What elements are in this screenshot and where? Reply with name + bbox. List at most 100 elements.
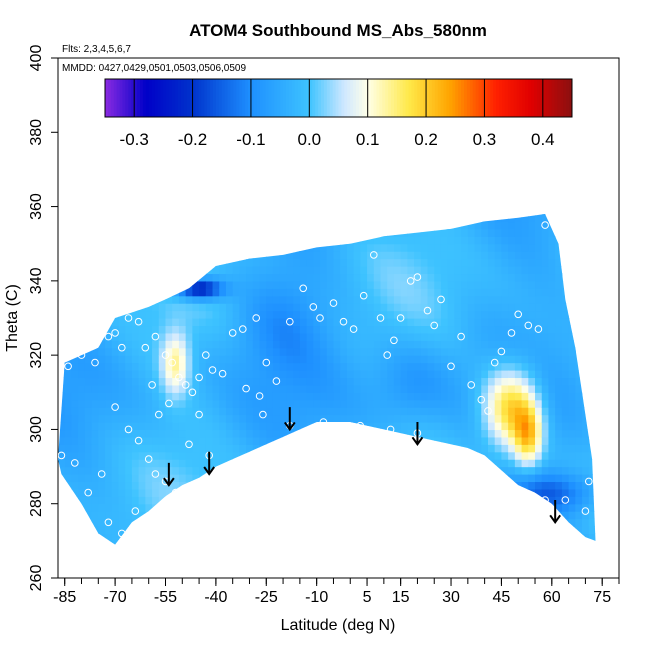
flight-arrow <box>411 422 424 447</box>
y-tick-label: 320 <box>28 342 45 369</box>
observation-point <box>299 284 308 293</box>
observation-point <box>202 351 210 359</box>
observation-point <box>131 507 140 515</box>
observation-point <box>71 459 79 467</box>
observation-point <box>514 310 523 319</box>
x-tick-label: -85 <box>53 589 76 606</box>
observation-point <box>77 351 86 359</box>
x-tick-label: -10 <box>305 589 328 606</box>
plot-frame <box>57 57 620 579</box>
observation-point <box>477 395 486 404</box>
x-tick-label: -70 <box>104 589 127 606</box>
observation-point <box>376 314 385 322</box>
observation-point <box>430 321 439 330</box>
observation-point <box>104 518 113 527</box>
observation-point <box>406 277 415 285</box>
observation-point <box>339 317 348 326</box>
y-axis-label: Theta (C) <box>4 284 21 352</box>
observation-point <box>467 381 476 389</box>
observation-point <box>148 381 156 389</box>
dates-annotation: MMDD: 0427,0429,0501,0503,0506,0509 <box>62 63 246 74</box>
observation-point <box>359 291 368 300</box>
observation-point <box>134 317 143 326</box>
observation-point <box>329 299 338 307</box>
observation-point <box>212 481 220 489</box>
observation-point <box>175 373 183 382</box>
x-axis: -85 -70 -55 -40 -25 -10 5 15 30 45 60 75 <box>53 578 620 606</box>
observation-point <box>185 440 193 449</box>
observation-point <box>259 410 267 419</box>
observation-point <box>450 455 459 463</box>
colorbar-tick-label: -0.3 <box>120 130 149 149</box>
colorbar-tick-label: 0.3 <box>473 130 497 149</box>
observation-point <box>111 403 119 411</box>
observation-point <box>316 314 324 322</box>
observation-point <box>91 358 99 367</box>
y-tick-label: 360 <box>28 193 45 220</box>
x-tick-label: 30 <box>442 589 460 606</box>
observation-point <box>168 358 176 367</box>
colorbar-tick-label: -0.1 <box>236 130 265 149</box>
observation-point <box>97 470 106 478</box>
flights-annotation: Flts: 2,3,4,5,6,7 <box>62 44 131 55</box>
observation-point <box>111 329 119 337</box>
chart-title: ATOM4 Southbound MS_Abs_580nm <box>189 21 487 40</box>
flight-arrow <box>549 500 561 525</box>
observation-point <box>514 488 523 497</box>
x-tick-label: 5 <box>363 589 372 606</box>
observation-point <box>144 455 153 463</box>
observation-point <box>534 325 543 333</box>
y-tick-label: 260 <box>28 565 45 592</box>
heatmap-field <box>58 214 596 545</box>
y-tick-label: 300 <box>28 416 45 443</box>
observation-point <box>171 488 180 497</box>
x-tick-label: 75 <box>593 589 611 606</box>
observation-point <box>490 358 499 367</box>
observation-point <box>561 496 570 504</box>
observation-point <box>396 314 405 322</box>
x-tick-label: -25 <box>255 589 278 606</box>
observation-point <box>541 221 549 229</box>
observation-point <box>255 392 264 400</box>
observation-point <box>225 462 234 471</box>
colorbar-frame <box>104 78 573 118</box>
observation-point <box>239 325 247 333</box>
x-axis-label: Latitude (deg N) <box>281 617 396 634</box>
observation-point <box>309 303 318 311</box>
observation-point <box>447 362 455 371</box>
observation-point <box>161 351 170 359</box>
colorbar-tick-label: 0.4 <box>531 130 555 149</box>
observation-point <box>524 321 533 330</box>
x-tick-label: -40 <box>204 589 227 606</box>
observation-point <box>188 388 197 397</box>
observation-point <box>386 425 395 434</box>
flight-arrow <box>203 451 215 476</box>
x-tick-label: -55 <box>154 589 177 606</box>
observation-point <box>141 343 150 352</box>
observation-point <box>118 343 126 352</box>
observation-point <box>124 425 133 434</box>
observation-point <box>195 410 203 419</box>
observation-point <box>437 295 445 304</box>
observation-point <box>507 329 516 337</box>
observation-point <box>484 407 492 415</box>
observation-point <box>585 477 593 486</box>
flight-arrow <box>283 407 296 432</box>
observation-point <box>64 362 72 371</box>
y-axis: 260 280 300 320 340 360 380 400 <box>28 45 58 592</box>
observation-point <box>155 410 163 419</box>
flight-arrows <box>163 407 561 525</box>
observation-point <box>165 399 173 408</box>
observation-point <box>423 306 432 315</box>
observation-point <box>181 381 190 389</box>
observation-point <box>349 325 358 333</box>
observation-point <box>541 496 549 504</box>
colorbar-tick-label: 0.2 <box>414 130 438 149</box>
observation-point <box>487 481 496 489</box>
x-tick-label: 60 <box>543 589 561 606</box>
observation-point <box>58 451 66 460</box>
observation-point <box>218 369 227 378</box>
observation-point <box>104 332 113 341</box>
